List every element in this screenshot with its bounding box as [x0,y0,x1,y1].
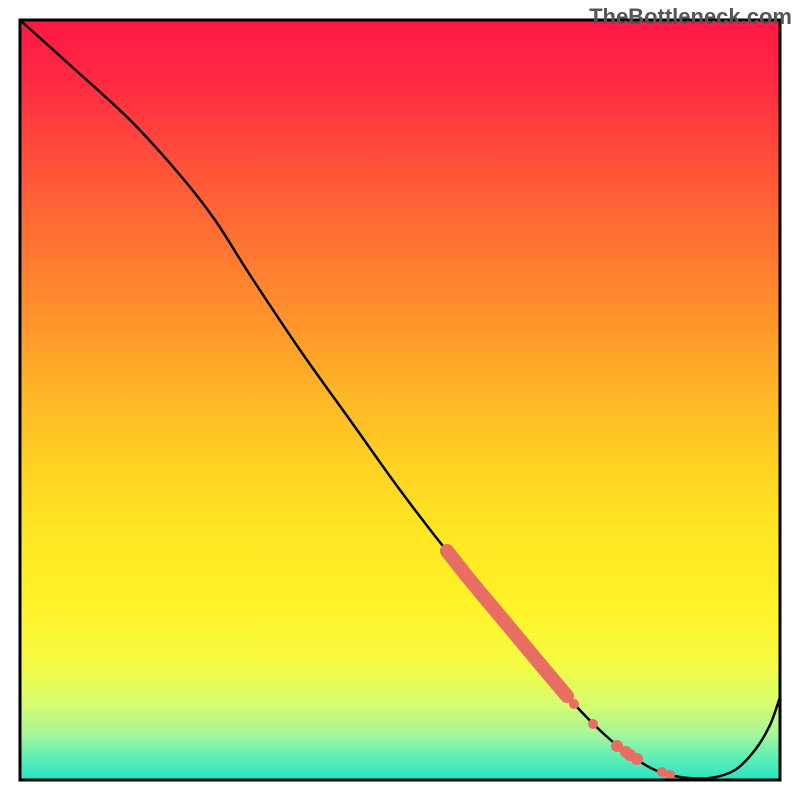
data-point [569,699,579,709]
data-point [631,753,643,765]
chart-svg [0,0,800,800]
data-point [588,719,598,729]
watermark-text: TheBottleneck.com [589,4,792,30]
chart-container: TheBottleneck.com [0,0,800,800]
gradient-background [20,20,780,780]
